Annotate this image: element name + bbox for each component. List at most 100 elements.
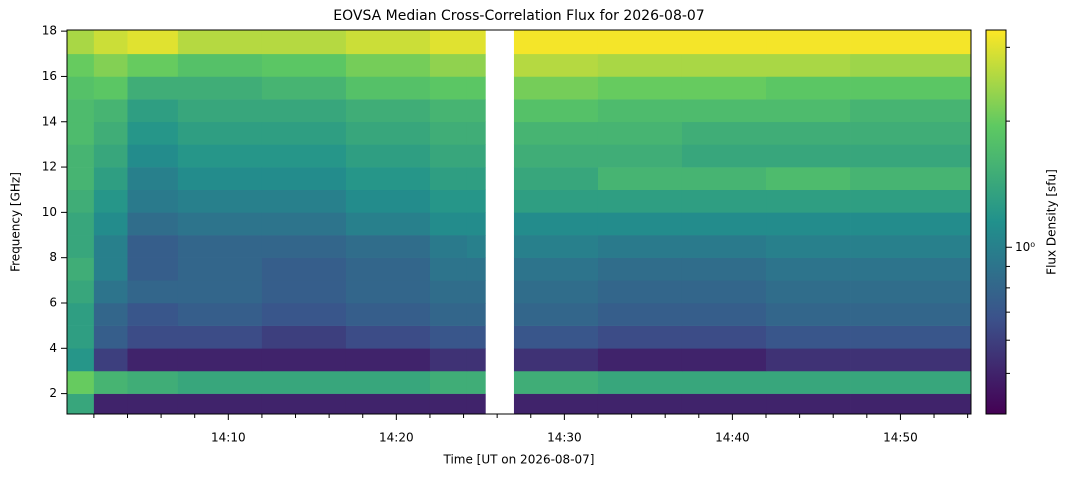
heatmap-cell [261, 189, 347, 213]
heatmap-cell [345, 144, 431, 168]
heatmap-cell [93, 121, 128, 145]
heatmap-cell [93, 53, 128, 77]
heatmap-cell [513, 370, 599, 394]
heatmap-cell [67, 144, 95, 168]
heatmap-cell [93, 99, 128, 123]
x-axis-label: Time [UT on 2026-08-07] [443, 453, 595, 467]
heatmap-cell [67, 302, 95, 326]
heatmap-cell [766, 325, 851, 349]
heatmap-cell [513, 393, 599, 414]
heatmap-cell [513, 167, 599, 191]
heatmap-cell [466, 325, 486, 349]
heatmap-cell [67, 212, 95, 236]
heatmap-cell [597, 302, 683, 326]
heatmap-cell [67, 393, 95, 414]
heatmap-cell [127, 212, 179, 236]
heatmap-cell [681, 30, 767, 55]
heatmap-cell [345, 235, 431, 258]
heatmap-cell [513, 235, 599, 258]
heatmap-cell [67, 76, 95, 100]
heatmap-cell [850, 30, 971, 55]
heatmap-cell [513, 76, 599, 100]
heatmap-cell [261, 302, 347, 326]
heatmap-cell [597, 99, 683, 123]
heatmap-cell [766, 257, 851, 281]
heatmap-cell [67, 99, 95, 123]
heatmap-cell [766, 302, 851, 326]
heatmap-cell [681, 144, 767, 168]
heatmap-cell [681, 280, 767, 304]
heatmap-cell [766, 30, 851, 55]
chart-title: EOVSA Median Cross-Correlation Flux for … [333, 8, 704, 24]
heatmap-cell [466, 235, 486, 258]
heatmap-cell [429, 257, 468, 281]
heatmap-cell [345, 167, 431, 191]
heatmap-cell [597, 53, 683, 77]
heatmap-cell [429, 325, 468, 349]
heatmap-cell [597, 280, 683, 304]
x-tick-label: 14:20 [379, 431, 414, 445]
heatmap-cell [67, 121, 95, 145]
y-tick-label: 6 [49, 295, 57, 309]
heatmap-cell [850, 325, 971, 349]
heatmap-cell [93, 280, 128, 304]
y-tick-label: 16 [42, 69, 57, 83]
heatmap-cell [177, 393, 263, 414]
heatmap-cell [513, 189, 599, 213]
heatmap-cell [127, 370, 179, 394]
heatmap-cell [766, 53, 851, 77]
heatmap-cell [766, 212, 851, 236]
heatmap-cell [513, 348, 599, 372]
heatmap-cell [177, 302, 263, 326]
heatmap-cell [513, 257, 599, 281]
heatmap-cell [766, 99, 851, 123]
heatmap-cell [766, 370, 851, 394]
heatmap-cell [466, 99, 486, 123]
heatmap-cell [127, 121, 179, 145]
colorbar [985, 29, 1007, 415]
heatmap-cell [177, 257, 263, 281]
heatmap-cell [850, 144, 971, 168]
heatmap-cell [93, 348, 128, 372]
heatmap-cell [513, 30, 599, 55]
heatmap-cell [850, 99, 971, 123]
heatmap-cell [127, 99, 179, 123]
heatmap-cell [429, 212, 468, 236]
heatmap-cell [93, 189, 128, 213]
heatmap-cell [850, 76, 971, 100]
heatmap-cell [93, 325, 128, 349]
heatmap-cell [597, 325, 683, 349]
heatmap-cell [466, 370, 486, 394]
heatmap-cell [127, 53, 179, 77]
heatmap-cell [850, 348, 971, 372]
heatmap-cell [67, 370, 95, 394]
heatmap-cell [597, 121, 683, 145]
heatmap-cell [93, 235, 128, 258]
heatmap-cell [681, 212, 767, 236]
heatmap-cell [466, 393, 486, 414]
heatmap-cell [261, 257, 347, 281]
heatmap-cell [429, 76, 468, 100]
heatmap-cell [67, 348, 95, 372]
heatmap-cell [127, 144, 179, 168]
heatmap-cell [261, 76, 347, 100]
heatmap-cell [466, 257, 486, 281]
heatmap-cell [127, 257, 179, 281]
heatmap-cell [345, 370, 431, 394]
heatmap-cell [429, 121, 468, 145]
y-tick-label: 14 [42, 114, 57, 128]
heatmap-cell [766, 144, 851, 168]
heatmap-cell [261, 348, 347, 372]
heatmap-cell [466, 76, 486, 100]
heatmap-cell [850, 189, 971, 213]
heatmap-cell [681, 235, 767, 258]
heatmap-cell [850, 53, 971, 77]
heatmap-cell [127, 30, 179, 55]
heatmap-cell [127, 280, 179, 304]
heatmap-cell [513, 280, 599, 304]
heatmap-cell [597, 370, 683, 394]
heatmap-cell [345, 393, 431, 414]
heatmap-cell [127, 167, 179, 191]
heatmap-cell [127, 348, 179, 372]
heatmap-cell [597, 257, 683, 281]
